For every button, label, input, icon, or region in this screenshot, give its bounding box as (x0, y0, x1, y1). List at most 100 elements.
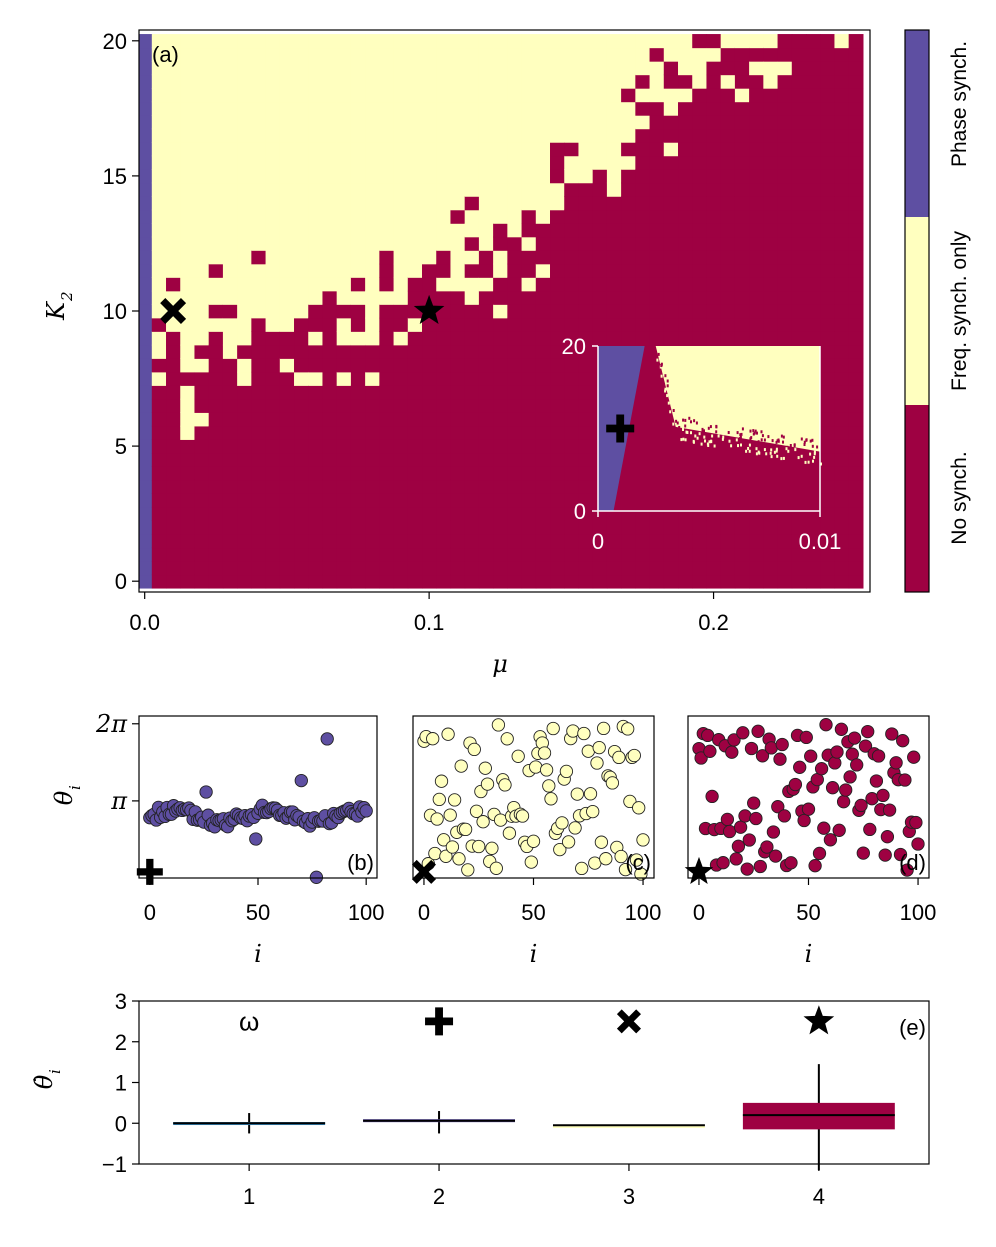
heatmap-cell (365, 493, 380, 508)
x-tick-label: 3 (623, 1184, 635, 1209)
heatmap-cell (294, 452, 309, 467)
heatmap-cell (848, 425, 864, 440)
heatmap-cell (393, 263, 409, 278)
heatmap-cell (464, 101, 480, 116)
heatmap-cell (493, 317, 508, 332)
heatmap-cell (535, 425, 551, 440)
heatmap-cell (550, 452, 565, 467)
heatmap-cell (720, 277, 736, 292)
heatmap-cell (777, 520, 793, 535)
heatmap-cell (393, 209, 409, 224)
heatmap-cell (578, 398, 594, 413)
heatmap-cell (350, 115, 366, 130)
heatmap-cell (151, 479, 167, 494)
heatmap-cell (706, 547, 722, 562)
heatmap-cell (279, 574, 295, 589)
heatmap-cell (294, 182, 309, 197)
heatmap-cell (308, 560, 324, 576)
heatmap-cell (763, 317, 779, 332)
heatmap-cell (139, 142, 153, 157)
heatmap-cell (265, 439, 281, 454)
heatmap-cell (848, 317, 864, 332)
heatmap-cell (222, 479, 238, 494)
heatmap-cell (294, 358, 309, 373)
heatmap-cell (365, 398, 380, 413)
heatmap-cell (322, 344, 338, 359)
heatmap-cell (820, 304, 836, 319)
heatmap-cell (308, 209, 324, 224)
heatmap-cell (194, 155, 210, 170)
heatmap-cell (820, 412, 836, 427)
heatmap-cell (464, 533, 480, 549)
heatmap-cell (848, 331, 864, 346)
heatmap-cell (222, 412, 238, 427)
heatmap-cell (507, 61, 523, 76)
heatmap-cell (365, 155, 380, 170)
heatmap-cell (464, 398, 480, 413)
heatmap-cell (436, 439, 452, 454)
heatmap-cell (279, 277, 295, 292)
heatmap-cell (265, 574, 281, 589)
heatmap-cell (365, 142, 380, 157)
heatmap-cell (294, 277, 309, 292)
heatmap-cell (820, 74, 836, 89)
heatmap-cell (151, 358, 167, 373)
scatter-point (636, 833, 650, 847)
heatmap-cell (365, 304, 380, 319)
heatmap-cell (749, 196, 764, 211)
heatmap-cell (678, 304, 693, 319)
heatmap-cell (194, 182, 210, 197)
heatmap-cell (521, 142, 537, 157)
panel-marker-plus (136, 858, 163, 885)
heatmap-cell (478, 358, 494, 373)
heatmap-cell (208, 34, 224, 49)
heatmap-cell (834, 317, 850, 332)
heatmap-cell (208, 452, 224, 467)
heatmap-cell (450, 155, 466, 170)
heatmap-cell (734, 533, 750, 549)
heatmap-cell (194, 520, 210, 535)
heatmap-cell (407, 88, 423, 103)
heatmap-cell (222, 466, 238, 481)
heatmap-cell (294, 115, 309, 130)
heatmap-cell (834, 547, 850, 562)
heatmap-cell (478, 425, 494, 440)
heatmap-cell (606, 169, 622, 184)
heatmap-cell (663, 169, 679, 184)
heatmap-cell (507, 506, 523, 521)
y-tick-label: 3 (115, 989, 127, 1014)
heatmap-cell (606, 74, 622, 89)
heatmap-cell (606, 331, 622, 346)
heatmap-cell (507, 209, 523, 224)
heatmap-cell (237, 358, 252, 373)
heatmap-cell (139, 493, 153, 508)
panel-label: (b) (347, 850, 374, 875)
heatmap-cell (194, 101, 210, 116)
heatmap-cell (678, 533, 693, 549)
heatmap-cell (592, 236, 608, 251)
heatmap-cell (777, 290, 793, 305)
heatmap-cell (478, 47, 494, 62)
inset-freq-region (655, 346, 820, 452)
heatmap-cell (834, 439, 850, 454)
heatmap-cell (578, 479, 594, 494)
heatmap-cell (564, 223, 580, 238)
heatmap-cell (151, 466, 167, 481)
heatmap-cell (578, 317, 594, 332)
heatmap-cell (834, 331, 850, 346)
scatter-point (900, 863, 914, 877)
heatmap-cell (763, 547, 779, 562)
heatmap-cell (237, 398, 252, 413)
heatmap-cell (621, 128, 636, 143)
heatmap-cell (393, 277, 409, 292)
heatmap-cell (734, 61, 750, 76)
heatmap-cell (365, 47, 380, 62)
heatmap-cell (578, 574, 594, 589)
scatter-point (199, 785, 213, 799)
heatmap-cell (450, 290, 466, 305)
heatmap-cell (834, 344, 850, 359)
heatmap-cell (180, 142, 196, 157)
heatmap-cell (379, 466, 395, 481)
heatmap-cell (649, 115, 665, 130)
